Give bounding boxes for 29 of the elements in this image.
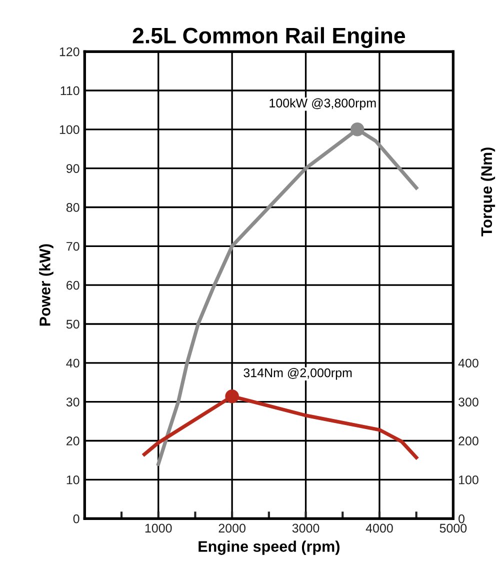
y-tick-label: 110	[60, 86, 80, 96]
y-tick-label: 60	[66, 280, 80, 290]
y-tick-label: 10	[66, 475, 80, 484]
y2-axis-title: Torque (Nm)	[480, 148, 496, 236]
x-tick-label: 4000	[366, 524, 393, 533]
x-tick-label: 3000	[292, 524, 320, 533]
chart-title: 2.5L Common Rail Engine	[132, 27, 406, 48]
y-tick-label: 80	[66, 203, 80, 212]
y2-tick-label: 100	[458, 475, 478, 484]
x-axis-title: Engine speed (rpm)	[198, 540, 340, 555]
y-tick-label: 120	[60, 47, 80, 56]
y2-tick-label: 400	[458, 358, 478, 368]
y-tick-label: 40	[66, 358, 80, 368]
y2-tick-label: 300	[458, 398, 478, 406]
y2-tick-label: 200	[458, 436, 478, 446]
y-tick-label: 70	[66, 242, 80, 251]
y-tick-label: 50	[66, 320, 80, 329]
y2-tick-label: 0	[458, 514, 465, 524]
annotation: 314Nm @2,000rpm	[244, 368, 352, 380]
y-tick-label: 0	[73, 514, 80, 524]
y-tick-label: 90	[66, 164, 80, 173]
y-tick-label: 30	[66, 398, 80, 406]
y-tick-label: 100	[60, 125, 80, 134]
x-tick-label: 1000	[145, 524, 172, 533]
y-tick-label: 20	[66, 436, 80, 446]
y-axis-title: Power (kW)	[39, 244, 54, 326]
x-tick-label: 5000	[440, 524, 467, 533]
x-tick-label: 2000	[218, 524, 246, 533]
annotation: 100kW @3,800rpm	[270, 98, 376, 110]
